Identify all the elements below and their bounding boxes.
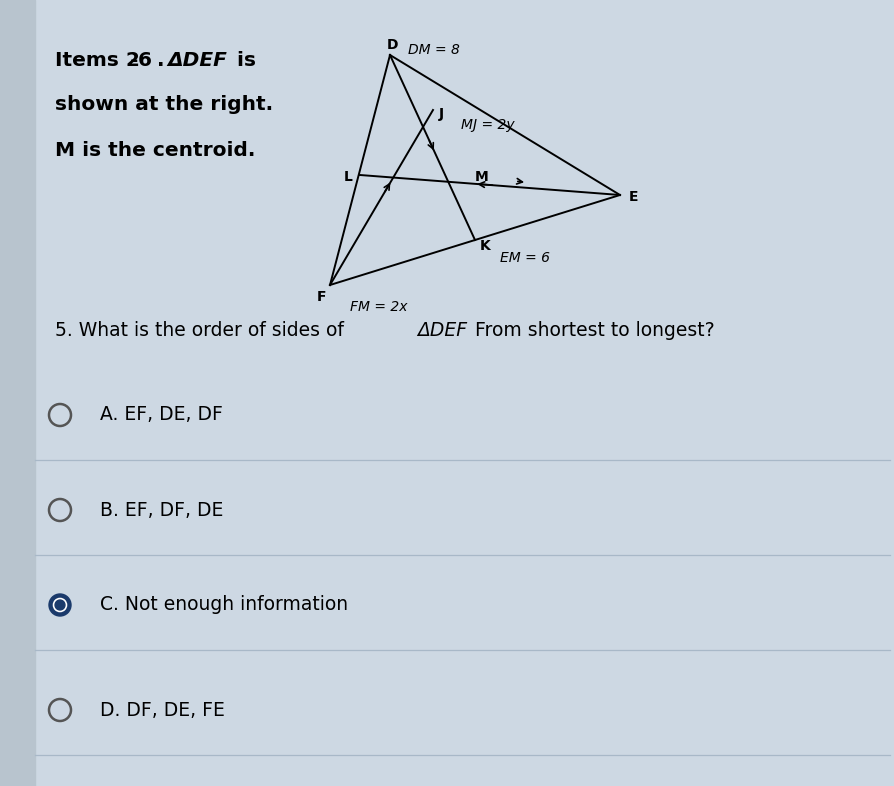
Text: M: M [475, 170, 488, 184]
Text: .: . [150, 50, 172, 69]
Text: K: K [479, 239, 490, 253]
Text: FM = 2x: FM = 2x [350, 300, 407, 314]
Text: C. Not enough information: C. Not enough information [100, 596, 348, 615]
Text: L: L [343, 170, 352, 184]
Text: J: J [438, 107, 443, 121]
Text: Items 2: Items 2 [55, 50, 139, 69]
Bar [0, 0, 35, 786]
Text: A. EF, DE, DF: A. EF, DE, DF [100, 406, 223, 424]
Text: E: E [628, 190, 638, 204]
Text: F: F [316, 290, 326, 304]
Circle shape [55, 600, 65, 610]
Text: -: - [130, 50, 139, 69]
Text: 5. What is the order of sides of: 5. What is the order of sides of [55, 321, 350, 340]
Text: MJ = 2y: MJ = 2y [460, 118, 514, 132]
Circle shape [49, 594, 71, 616]
Text: EM = 6: EM = 6 [500, 251, 550, 265]
Text: M is the centroid.: M is the centroid. [55, 141, 255, 160]
Text: D: D [387, 38, 399, 52]
Text: ΔDEF: ΔDEF [417, 321, 467, 340]
Circle shape [54, 598, 66, 612]
Text: is: is [230, 50, 256, 69]
Text: shown at the right.: shown at the right. [55, 96, 273, 115]
Text: D. DF, DE, FE: D. DF, DE, FE [100, 700, 224, 719]
Text: DM = 8: DM = 8 [408, 43, 460, 57]
Text: ΔDEF: ΔDEF [167, 50, 226, 69]
Text: B. EF, DF, DE: B. EF, DF, DE [100, 501, 224, 520]
Text: 6: 6 [138, 50, 152, 69]
Text: From shortest to longest?: From shortest to longest? [468, 321, 713, 340]
